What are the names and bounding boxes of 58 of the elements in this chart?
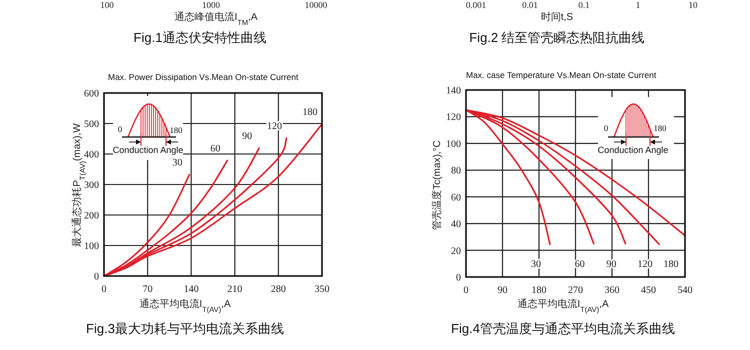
x-tick-label: 360	[604, 285, 620, 296]
x-tick-label: 270	[568, 285, 583, 296]
x-tick-label: 140	[184, 284, 199, 295]
x-tick-label: 90	[498, 285, 508, 296]
text: 0.001	[466, 0, 486, 10]
y-tick-label: 0	[456, 272, 461, 284]
y-tick-label: 200	[84, 210, 99, 222]
y-tick-label: 400	[84, 150, 99, 160]
annotation: Conduction Angle	[112, 145, 184, 155]
x-tick-label: 0	[102, 284, 106, 295]
y-tick-label: 40	[451, 219, 461, 230]
y-tick-label: 0	[94, 272, 99, 282]
x-tick-label: 350	[314, 284, 330, 295]
legend-label: 180	[170, 125, 182, 135]
x-axis-title: 通态平均电流I$_{T(AV)}$,A	[139, 298, 231, 314]
text: 通态峰值电流I$_{TM}$,A	[174, 11, 258, 26]
annotation: 0	[604, 123, 608, 133]
annotation: Conduction Angle	[598, 145, 668, 155]
text: 1000	[202, 0, 220, 10]
caption: Fig.3最大功耗与平均电流关系曲线	[86, 321, 284, 336]
series-label: 30	[172, 158, 182, 169]
y-tick-label: 120	[446, 112, 461, 124]
x-axis-title: 通态平均电流I$_{T(AV)}$,A	[517, 298, 609, 314]
x-tick-label: 540	[678, 285, 692, 296]
text: 10	[688, 0, 698, 10]
text: 100	[100, 0, 114, 10]
y-tick-label: 80	[451, 166, 461, 177]
x-tick-label: 180	[532, 285, 546, 296]
y-tick-label: 600	[84, 88, 99, 100]
x-tick-label: 0	[464, 285, 468, 296]
x-tick-label: 280	[270, 284, 286, 295]
text: 1	[636, 0, 640, 10]
annotation: 180	[302, 107, 318, 118]
series-label: 90	[242, 131, 252, 142]
annotation: 0	[118, 124, 122, 134]
y-tick-label: 300	[84, 180, 99, 191]
chart-title: Max. Power Dissipation Vs.Mean On-state Current	[108, 72, 300, 82]
y-tick-label: 20	[451, 246, 461, 257]
y-axis-title: 管壳温度Tc(max),°C	[431, 140, 443, 230]
chart-title: Max. case Temperature Vs.Mean On-state Current	[466, 70, 657, 80]
y-tick-label: 60	[451, 192, 461, 204]
caption: Fig.1通态伏安特性曲线	[134, 30, 266, 45]
y-tick-label: 500	[84, 119, 99, 130]
series-label: 60	[210, 143, 220, 154]
y-tick-label: 140	[446, 86, 461, 96]
annotation: 180	[664, 259, 678, 270]
legend-label: 180	[654, 123, 666, 133]
text: 0.1	[578, 0, 590, 10]
text: 0.01	[522, 0, 538, 10]
caption: Fig.2 结至管壳瞬态热阻抗曲线	[469, 30, 645, 45]
text: 时间t,S	[540, 11, 574, 23]
y-tick-label: 100	[84, 241, 99, 252]
text: 10000	[304, 0, 328, 10]
y-tick-label: 100	[446, 138, 461, 150]
caption: Fig.4管壳温度与通态平均电流关系曲线	[451, 321, 675, 336]
x-tick-label: 450	[641, 285, 656, 296]
x-tick-label: 70	[142, 284, 153, 295]
x-tick-label: 210	[227, 284, 242, 295]
